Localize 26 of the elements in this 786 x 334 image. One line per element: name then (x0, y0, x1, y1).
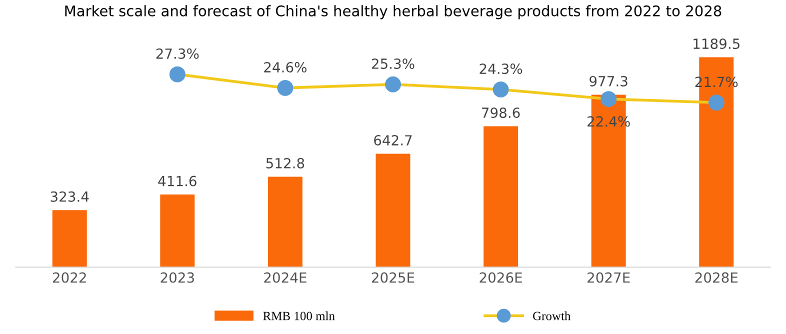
data-label: 977.3 (590, 76, 628, 86)
bar (160, 194, 195, 268)
data-label: 411.6 (158, 176, 196, 186)
x-tick-label: 2026E (480, 272, 522, 283)
x-tick-label: 2023 (160, 272, 194, 283)
x-tick-label: 2028E (695, 272, 738, 283)
x-tick-label: 2027E (588, 272, 630, 283)
x-tick-label: 2024E (264, 272, 306, 283)
data-label: 1189.5 (694, 38, 740, 50)
legend-label: RMB 100 mln (263, 311, 335, 320)
x-tick-label: 2022 (52, 272, 86, 283)
data-label: 24.3% (480, 64, 522, 74)
x-tick-label: 2025E (372, 272, 414, 283)
data-label: 24.6% (264, 62, 306, 73)
bar (376, 154, 410, 268)
bar (52, 210, 87, 268)
data-label: 323.4 (50, 191, 89, 202)
data-label: 512.8 (266, 158, 304, 168)
data-label: 25.3% (372, 58, 414, 69)
chart-title: Market scale and forecast of China's healthy herbal beverage products from 2022 to 2028 (65, 5, 722, 20)
data-label: 27.3% (156, 48, 199, 59)
bar (484, 126, 518, 268)
bar (268, 176, 302, 268)
data-label: 798.6 (482, 108, 520, 118)
legend-label: Growth (533, 311, 571, 320)
data-label: 642.7 (374, 135, 412, 146)
